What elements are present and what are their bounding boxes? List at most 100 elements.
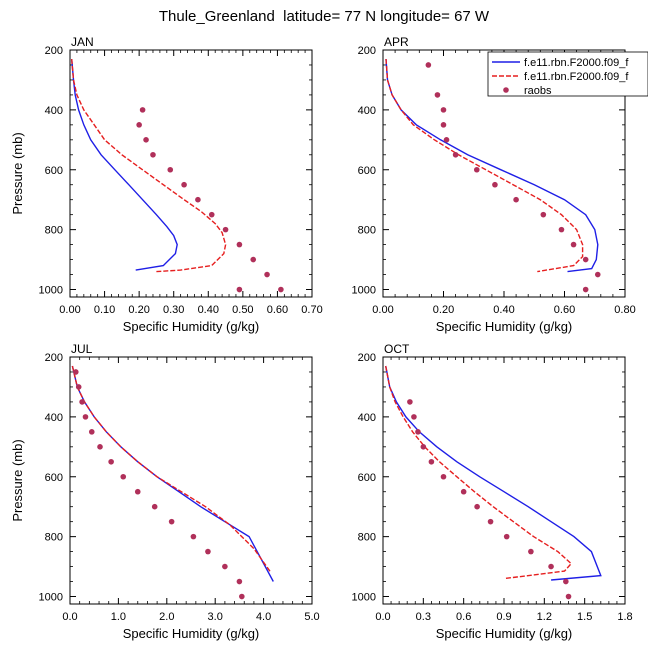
raob-point bbox=[79, 399, 85, 405]
data-layer bbox=[385, 365, 602, 600]
raob-point bbox=[440, 473, 447, 480]
y-tick-label: 600 bbox=[45, 165, 63, 177]
plot-frame bbox=[69, 356, 313, 605]
raob-point bbox=[582, 256, 589, 263]
x-tick-label: 0.70 bbox=[301, 304, 322, 316]
raob-point bbox=[75, 384, 82, 390]
raob-point bbox=[443, 137, 450, 143]
y-tick-label: 200 bbox=[45, 352, 63, 364]
panel-oct: OCT 0.0 0.3 0.6 0.9 1.2 1.5 1.8 200 400 600 800 1000… bbox=[352, 342, 633, 641]
y-tick-label: 800 bbox=[358, 225, 376, 237]
x-axis-label: Specific Humidity (g/kg) bbox=[436, 319, 573, 334]
series-line-model-2 bbox=[71, 365, 272, 574]
x-tick-label: 0.00 bbox=[59, 304, 80, 316]
x-axis-label: Specific Humidity (g/kg) bbox=[123, 626, 260, 641]
raob-point bbox=[570, 241, 577, 248]
y-tick-label: 600 bbox=[358, 165, 376, 177]
raob-point bbox=[548, 563, 554, 570]
series-line-model-1 bbox=[385, 365, 602, 581]
y-tick-label: 800 bbox=[45, 225, 63, 237]
x-tick-label: 0.10 bbox=[94, 304, 115, 316]
figure-title: Thule_Greenland latitude= 77 N longitude… bbox=[158, 8, 490, 25]
legend: f.e11.rbn.F2000.f09_f f.e11.rbn.F2000.f09… bbox=[487, 51, 648, 97]
raob-point bbox=[167, 166, 174, 173]
panel-jul: JUL 0.0 1.0 2.0 3.0 4.0 5.0 200 400 600 800 1000 Spe… bbox=[10, 342, 320, 641]
raob-point bbox=[528, 548, 534, 555]
y-tick-label: 1000 bbox=[39, 592, 63, 604]
raob-point bbox=[236, 241, 243, 248]
series-line-model-2 bbox=[71, 58, 227, 273]
raob-point bbox=[434, 92, 441, 98]
raob-point bbox=[503, 533, 510, 540]
y-tick-label: 200 bbox=[45, 45, 63, 57]
raob-point bbox=[143, 137, 149, 143]
y-tick-label: 400 bbox=[358, 412, 376, 424]
raob-point bbox=[594, 271, 601, 278]
raob-point bbox=[151, 503, 158, 510]
raob-point bbox=[236, 578, 243, 585]
x-tick-label: 1.5 bbox=[577, 611, 592, 623]
x-tick-label: 5.0 bbox=[304, 611, 319, 623]
raob-point bbox=[425, 62, 432, 68]
raob-point bbox=[97, 444, 103, 450]
x-tick-label: 3.0 bbox=[208, 611, 223, 623]
raob-point bbox=[264, 271, 270, 278]
x-tick-label: 1.8 bbox=[617, 611, 632, 623]
data-layer bbox=[71, 365, 274, 600]
x-tick-label: 0.60 bbox=[267, 304, 288, 316]
raob-point bbox=[492, 181, 498, 188]
x-tick-label: 0.3 bbox=[416, 611, 431, 623]
panel-label: JAN bbox=[71, 35, 94, 49]
raob-point bbox=[250, 256, 257, 263]
x-tick-label: 0.80 bbox=[614, 304, 635, 316]
raob-point bbox=[415, 429, 421, 435]
raob-point bbox=[88, 429, 95, 435]
y-tick-label: 200 bbox=[358, 352, 376, 364]
raob-point bbox=[208, 211, 215, 218]
x-tick-label: 0.60 bbox=[554, 304, 575, 316]
raob-point bbox=[440, 107, 447, 113]
plot-frame bbox=[69, 49, 313, 298]
raob-point bbox=[460, 488, 467, 495]
raob-point bbox=[239, 593, 245, 600]
raob-point bbox=[407, 399, 413, 405]
x-tick-label: 0.20 bbox=[433, 304, 454, 316]
raob-point bbox=[474, 503, 480, 510]
raob-point bbox=[473, 166, 480, 173]
legend-entry: f.e11.rbn.F2000.f09_f bbox=[524, 71, 629, 83]
raob-point bbox=[452, 151, 459, 158]
raob-point bbox=[540, 211, 547, 218]
x-tick-label: 0.6 bbox=[456, 611, 471, 623]
raob-point bbox=[134, 488, 141, 495]
raob-point bbox=[82, 414, 89, 420]
y-tick-label: 1000 bbox=[352, 285, 376, 297]
raob-point bbox=[120, 473, 127, 480]
raob-point bbox=[565, 593, 572, 600]
y-tick-label: 400 bbox=[358, 105, 376, 117]
y-tick-label: 800 bbox=[45, 532, 63, 544]
raob-point bbox=[222, 563, 228, 570]
x-tick-label: 0.9 bbox=[496, 611, 511, 623]
raob-point bbox=[420, 444, 427, 450]
raob-point bbox=[236, 286, 243, 293]
raob-point bbox=[108, 458, 114, 465]
raob-point bbox=[222, 226, 229, 233]
panel-jan: JAN 0.00 0.10 0.20 0.30 0.40 0.50 0.60 0.70 200 40… bbox=[10, 35, 323, 334]
x-tick-label: 0.0 bbox=[62, 611, 77, 623]
x-axis-label: Specific Humidity (g/kg) bbox=[436, 626, 573, 641]
y-tick-label: 800 bbox=[358, 532, 376, 544]
raob-point bbox=[168, 518, 175, 525]
raob-point bbox=[513, 196, 519, 203]
series-line-model-1 bbox=[71, 365, 274, 582]
data-layer bbox=[71, 58, 284, 293]
legend-marker bbox=[503, 87, 509, 93]
raob-point bbox=[190, 533, 197, 540]
y-tick-label: 400 bbox=[45, 105, 63, 117]
plot-frame bbox=[382, 356, 626, 605]
x-tick-label: 0.20 bbox=[128, 304, 149, 316]
raob-point bbox=[73, 369, 79, 375]
x-tick-label: 0.30 bbox=[163, 304, 184, 316]
data-layer bbox=[385, 58, 601, 293]
raob-point bbox=[150, 151, 156, 158]
